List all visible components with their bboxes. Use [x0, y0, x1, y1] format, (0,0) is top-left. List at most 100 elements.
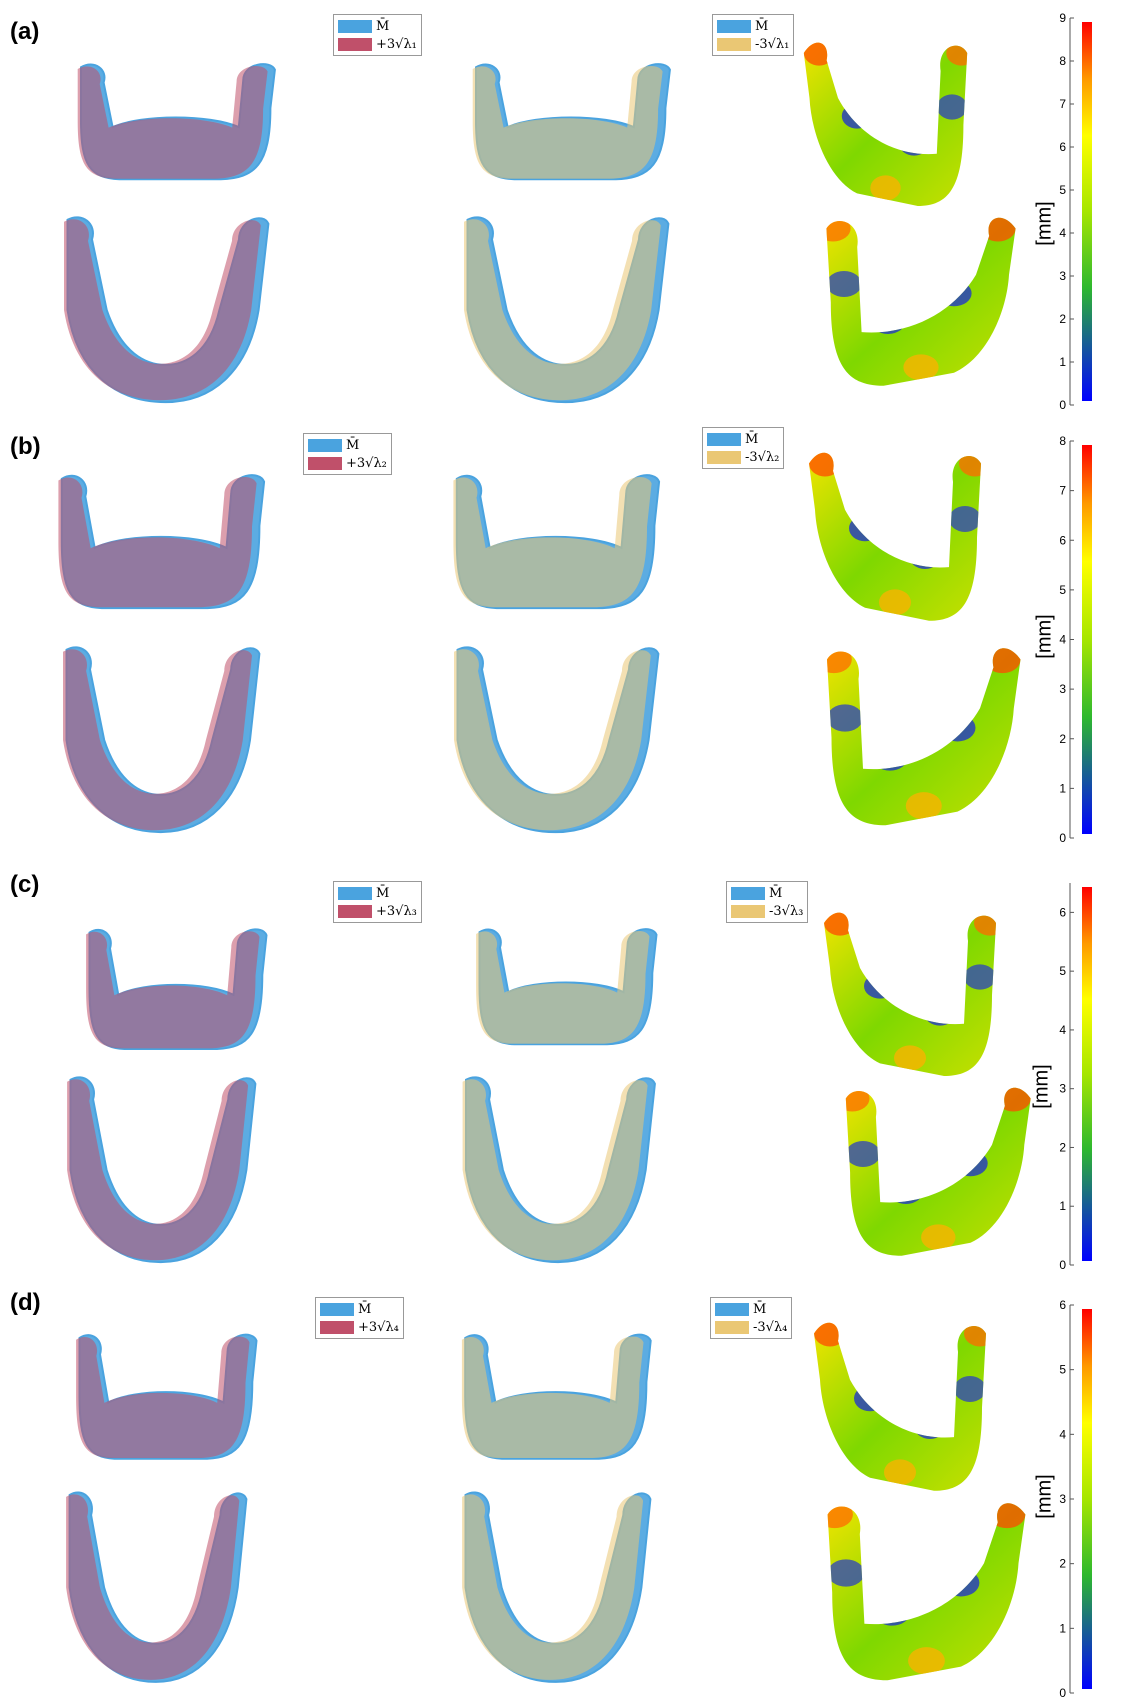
heatmap-patch [870, 175, 901, 201]
panel-label: (b) [10, 433, 41, 460]
heatmap-patch [936, 94, 968, 120]
legend-mean-label: M̄ [753, 1301, 767, 1317]
mandible-front-minus-overlay [461, 1333, 652, 1460]
heatmap-patch [826, 217, 851, 242]
mean-swatch [707, 432, 741, 446]
colorbar-tick-label: 5 [1059, 583, 1066, 597]
legend-mode-label: +3√λ₄ [358, 1319, 399, 1335]
heatmap-patch [879, 589, 911, 616]
mandible-front-minus-overlay [476, 928, 658, 1046]
colorbar-tick-label: 4 [1059, 1023, 1066, 1037]
mandible-side-heatmap [814, 1322, 986, 1491]
heatmap-patch [996, 1087, 1031, 1112]
colorbar-tick-label: 5 [1059, 964, 1066, 978]
mode-shape [462, 1079, 648, 1261]
legend-mean-label: M̄ [755, 18, 769, 34]
heatmap-patch [964, 1322, 986, 1347]
heatmap-patch [936, 280, 972, 307]
heatmap-patch [946, 42, 968, 66]
legend-minus: M̄ -3√λ₂ [702, 427, 785, 469]
mandible-bottom-plus-overlay [63, 646, 261, 834]
minus-swatch [717, 37, 751, 51]
colorbar-tick-label: 1 [1059, 355, 1066, 369]
legend-mode-label: +3√λ₂ [346, 455, 387, 471]
colorbar-tick-label: 5 [1059, 183, 1066, 197]
colorbar-tick-label: 6 [1059, 533, 1066, 547]
legend-minus: M̄ -3√λ₃ [726, 881, 809, 923]
heatmap-surface [845, 1087, 1031, 1256]
mode-shape [58, 477, 257, 608]
colorbar-tick-label: 4 [1059, 1427, 1066, 1441]
heatmap-patch [884, 1459, 916, 1486]
heatmap-patch [872, 743, 908, 771]
heatmap-patch [888, 1178, 924, 1204]
minus-swatch [715, 1320, 749, 1334]
mean-swatch [338, 886, 372, 900]
mandible-bottom-plus-overlay [64, 216, 270, 404]
heatmap-patch [827, 1559, 865, 1587]
legend-mean-label: M̄ [376, 18, 390, 34]
colorbar-tick-label: 0 [1059, 398, 1066, 412]
legend-plus: M̄ +3√λ₄ [315, 1297, 404, 1339]
colorbar: 0 1 2 3 4 5 6 7 8 9 [1059, 11, 1092, 412]
legend-mean-label: M̄ [358, 1301, 372, 1317]
mandible-front-plus-overlay [76, 1333, 258, 1460]
mode-shape [67, 1079, 249, 1261]
legend-mean-label: M̄ [376, 885, 390, 901]
mandible-front-plus-overlay [86, 928, 268, 1050]
mandible-bottom-plus-overlay [66, 1491, 248, 1683]
heatmap-surface [827, 648, 1021, 826]
colorbar-tick-label: 1 [1059, 781, 1066, 795]
legend-mode-label: -3√λ₃ [769, 903, 804, 919]
heatmap-patch [827, 704, 863, 732]
mode-shape [453, 477, 652, 608]
mandible-front-plus-overlay [77, 63, 276, 181]
mandible-side-heatmap [827, 1503, 1026, 1681]
heatmap-patch [984, 648, 1021, 674]
panel-label: (c) [10, 871, 40, 898]
mean-swatch [320, 1302, 354, 1316]
colorbar-tick-label: 7 [1059, 484, 1066, 498]
colorbar-tick-label: 2 [1059, 312, 1066, 326]
colorbar-tick-label: 1 [1059, 1621, 1066, 1635]
colorbar-tick-label: 0 [1059, 1258, 1066, 1272]
colorbar-tick-label: 4 [1059, 226, 1066, 240]
heatmap-patch [909, 543, 941, 569]
heatmap-patch [942, 1569, 980, 1597]
heatmap-patch [873, 1598, 911, 1626]
mode-shape [66, 1494, 240, 1680]
heatmap-patch [939, 714, 976, 742]
colorbar-tick-label: 4 [1059, 633, 1066, 647]
legend-mean-label: M̄ [346, 437, 360, 453]
legend-mode-label: +3√λ₁ [376, 36, 417, 52]
heatmap-surface [827, 1503, 1026, 1681]
heatmap-patch [959, 452, 981, 477]
mode-shape [86, 931, 260, 1049]
heatmap-patch [905, 792, 942, 820]
colorbar-tick-label: 8 [1059, 434, 1066, 448]
heatmap-patch [914, 1413, 946, 1439]
mode-shape [464, 219, 661, 401]
heatmap-surface [814, 1322, 986, 1491]
heatmap-patch [870, 308, 906, 334]
mean-swatch [308, 438, 342, 452]
mandible-bottom-minus-overlay [462, 1076, 656, 1264]
colorbar-gradient [1082, 1309, 1092, 1689]
heatmap-patch [854, 1385, 886, 1412]
minus-swatch [707, 450, 741, 464]
plus-swatch [308, 456, 342, 470]
colorbar-tick-label: 8 [1059, 54, 1066, 68]
heatmap-patch [814, 1322, 846, 1347]
heatmap-patch [954, 1376, 986, 1402]
heatmap-patch [964, 964, 996, 990]
mandible-bottom-minus-overlay [454, 646, 660, 834]
mean-swatch [715, 1302, 749, 1316]
mean-swatch [717, 19, 751, 33]
heatmap-patch [903, 354, 939, 381]
minus-swatch [731, 904, 765, 918]
heatmap-patch [953, 1150, 988, 1177]
colorbar-tick-label: 2 [1059, 1557, 1066, 1571]
colorbar-gradient [1082, 887, 1092, 1261]
